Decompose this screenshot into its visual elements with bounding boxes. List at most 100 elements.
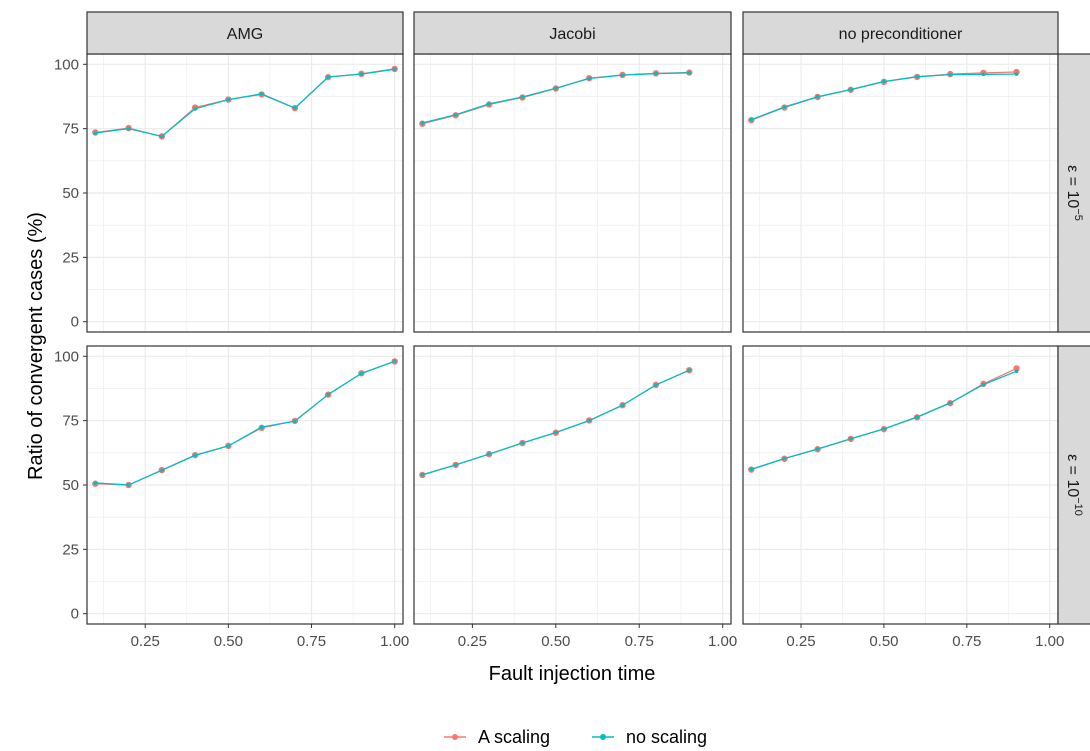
point-no-scaling — [487, 452, 491, 456]
point-no-scaling — [193, 107, 197, 111]
y-tick-label: 100 — [54, 348, 79, 365]
y-tick-label: 0 — [71, 314, 79, 331]
x-tick-label: 0.75 — [297, 633, 326, 650]
point-no-scaling — [193, 453, 197, 458]
axes-layer: 0 25 50 75 100 0 25 50 75 100 0.25 0.50 0.75 1.00 0.25… — [54, 56, 1064, 650]
point-no-scaling — [749, 467, 754, 472]
point-no-scaling — [620, 403, 625, 408]
x-tick-label: 0.25 — [131, 633, 160, 650]
panel-amg-row-2 — [86, 345, 404, 625]
legend: A scaling no scaling — [444, 727, 707, 747]
y-tick-label: 0 — [71, 606, 79, 623]
point-no-scaling — [654, 71, 658, 76]
point-no-scaling — [226, 444, 231, 448]
y-tick-label: 25 — [62, 249, 79, 266]
point-no-scaling — [1014, 369, 1019, 374]
point-no-scaling — [1014, 72, 1019, 76]
point-no-scaling — [392, 67, 397, 71]
point-no-scaling — [981, 72, 986, 77]
point-no-scaling — [326, 392, 330, 397]
strip-row-exponent: −10 — [1072, 497, 1084, 516]
strip-right-2 — [1057, 345, 1090, 625]
x-tick-label: 0.50 — [869, 633, 898, 650]
point-no-scaling — [326, 75, 330, 79]
strip-label-column: Jacobi — [549, 26, 595, 43]
point-no-scaling — [420, 472, 425, 477]
strip-row-exponent: −5 — [1072, 208, 1084, 221]
strip-top-3 — [742, 11, 1059, 55]
x-tick-label: 1.00 — [380, 633, 409, 650]
y-tick-label: 75 — [62, 413, 79, 430]
x-tick-label: 0.75 — [625, 633, 654, 650]
panel-no-preconditioner-row-1 — [742, 53, 1059, 333]
x-tick-label: 0.25 — [786, 633, 815, 650]
legend-label: no scaling — [626, 727, 707, 747]
point-no-scaling — [392, 359, 397, 363]
point-no-scaling — [453, 463, 458, 467]
strip-label-row: ε = 10−5 — [1064, 165, 1084, 221]
y-tick-label: 25 — [62, 541, 79, 558]
point-no-scaling — [687, 70, 692, 75]
strip-label-row: ε = 10−10 — [1064, 454, 1084, 516]
x-tick-label: 0.50 — [214, 633, 243, 650]
point-a-scaling — [1013, 365, 1020, 372]
point-no-scaling — [654, 383, 658, 387]
point-no-scaling — [554, 86, 558, 91]
panel-jacobi-row-2 — [413, 345, 732, 625]
point-no-scaling — [815, 94, 820, 99]
point-no-scaling — [782, 456, 787, 461]
strip-right-1 — [1057, 53, 1090, 333]
panels-layer — [86, 53, 1059, 625]
y-tick-label: 100 — [54, 56, 79, 73]
point-no-scaling — [687, 368, 692, 372]
point-no-scaling — [520, 441, 525, 445]
point-no-scaling — [487, 102, 491, 106]
point-no-scaling — [587, 418, 591, 423]
panel-amg-row-1 — [86, 53, 404, 333]
point-no-scaling — [160, 468, 164, 473]
point-no-scaling — [259, 425, 264, 429]
series-line-no-scaling — [95, 360, 395, 486]
x-tick-label: 1.00 — [708, 633, 737, 650]
point-no-scaling — [915, 415, 919, 419]
point-no-scaling — [126, 126, 131, 131]
strip-top-1 — [86, 11, 404, 55]
panel-border — [413, 345, 732, 625]
x-axis-title: Fault injection time — [489, 663, 656, 685]
point-no-scaling — [93, 481, 98, 485]
point-no-scaling — [554, 430, 558, 435]
point-no-scaling — [453, 112, 458, 117]
strip-row-base: ε = 10 — [1064, 454, 1081, 497]
strip-label-column: AMG — [227, 26, 263, 43]
legend-label: A scaling — [478, 727, 550, 747]
point-no-scaling — [948, 401, 953, 405]
point-no-scaling — [359, 371, 364, 376]
point-no-scaling — [815, 447, 820, 451]
point-no-scaling — [293, 106, 297, 110]
y-axis-title: Ratio of convergent cases (%) — [25, 212, 47, 480]
panel-jacobi-row-1 — [413, 53, 732, 333]
strip-row-base: ε = 10 — [1064, 165, 1081, 208]
point-no-scaling — [160, 134, 164, 139]
panel-no-preconditioner-row-2 — [742, 345, 1059, 625]
point-no-scaling — [882, 427, 886, 431]
point-no-scaling — [620, 73, 625, 77]
x-tick-label: 1.00 — [1035, 633, 1064, 650]
point-no-scaling — [420, 121, 425, 125]
point-no-scaling — [981, 382, 986, 387]
point-no-scaling — [948, 72, 953, 77]
point-no-scaling — [782, 105, 787, 109]
point-no-scaling — [749, 117, 754, 122]
y-tick-label: 75 — [62, 121, 79, 138]
legend-key-point — [600, 734, 606, 740]
y-tick-label: 50 — [62, 477, 79, 494]
point-no-scaling — [915, 74, 919, 79]
y-tick-label: 50 — [62, 185, 79, 202]
point-no-scaling — [293, 419, 297, 423]
point-no-scaling — [587, 76, 591, 81]
point-no-scaling — [520, 95, 525, 99]
legend-key-point — [452, 734, 458, 740]
point-no-scaling — [226, 97, 231, 102]
